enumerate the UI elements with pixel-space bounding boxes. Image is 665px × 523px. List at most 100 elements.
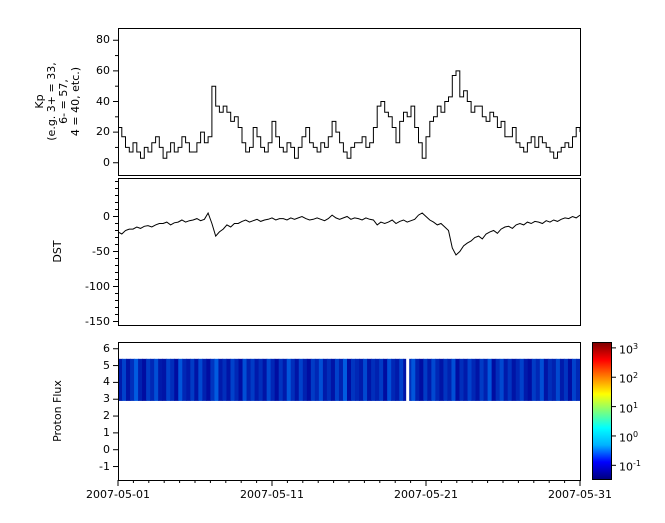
proton-flux-column	[198, 358, 203, 401]
proton-flux-column	[174, 358, 179, 401]
proton-flux-column	[158, 358, 163, 401]
y-tick-label: 0	[103, 209, 110, 223]
panel-border	[118, 178, 581, 326]
x-tick-label: 2007-05-31	[548, 488, 612, 501]
proton-flux-column	[355, 358, 360, 401]
panel-border	[118, 28, 581, 176]
proton-flux-column	[395, 358, 400, 401]
proton-flux-column	[475, 358, 481, 401]
proton-flux-column	[427, 358, 432, 401]
proton-flux-column	[326, 358, 332, 401]
proton-flux-column	[202, 358, 207, 401]
y-tick-label: 2	[103, 409, 110, 423]
y-tick-label: 6	[103, 341, 110, 355]
y-tick-label: 4	[103, 375, 110, 389]
proton-flux-column	[359, 358, 364, 401]
proton-flux-column	[342, 358, 348, 401]
y-tick-label: -100	[85, 279, 110, 293]
colorbar-tick-label: 100	[619, 429, 639, 445]
proton-flux-column	[226, 358, 232, 401]
proton-flux-column	[186, 358, 191, 401]
proton-flux-column	[351, 358, 356, 401]
proton-flux-column	[451, 358, 457, 401]
proton-flux-column	[282, 358, 288, 401]
proton-flux-column	[551, 358, 557, 401]
proton-flux-column	[455, 358, 461, 401]
colorbar	[592, 342, 612, 480]
proton-flux-column	[467, 358, 473, 401]
dst-trace	[117, 211, 581, 256]
y-tick-label: 1	[103, 425, 110, 439]
proton-flux-column	[431, 358, 436, 401]
proton-flux-column	[258, 358, 264, 401]
proton-flux-column	[443, 358, 449, 401]
proton-flux-column	[463, 358, 469, 401]
proton-flux-column	[314, 358, 320, 401]
proton-flux-column	[491, 358, 497, 401]
proton-flux-column	[262, 358, 268, 401]
proton-flux-column	[274, 358, 280, 401]
proton-flux-column	[419, 358, 424, 401]
proton-flux-column	[330, 358, 336, 401]
proton-flux-axis-label: Proton Flux	[51, 380, 64, 442]
proton-flux-column	[334, 358, 340, 401]
proton-flux-column	[322, 358, 328, 401]
proton-flux-column	[499, 358, 505, 401]
proton-flux-column	[302, 358, 308, 401]
proton-flux-column	[391, 358, 396, 401]
proton-flux-column	[138, 358, 143, 401]
proton-flux-column	[346, 358, 352, 401]
proton-flux-column	[555, 358, 561, 401]
proton-flux-column	[387, 358, 392, 401]
proton-flux-column	[371, 358, 376, 401]
proton-flux-column	[310, 358, 316, 401]
proton-flux-column	[399, 358, 404, 401]
proton-flux-column	[471, 358, 477, 401]
y-tick-label: 40	[96, 94, 110, 108]
proton-flux-column	[535, 358, 541, 401]
proton-flux-column	[559, 358, 565, 401]
y-tick-label: -1	[99, 459, 110, 473]
proton-flux-column	[519, 358, 525, 401]
proton-flux-column	[403, 358, 408, 401]
proton-flux-column	[435, 358, 440, 401]
y-tick-label: -150	[85, 314, 110, 328]
proton-flux-column	[194, 358, 199, 401]
y-tick-label: 0	[103, 442, 110, 456]
proton-flux-column	[210, 358, 216, 401]
y-tick-label: 0	[103, 155, 110, 169]
proton-flux-column	[379, 358, 384, 401]
proton-flux-column	[318, 358, 324, 401]
proton-flux-column	[571, 358, 577, 401]
proton-flux-column	[543, 358, 549, 401]
proton-flux-column	[547, 358, 553, 401]
proton-flux-column	[523, 358, 529, 401]
proton-flux-column	[511, 358, 517, 401]
proton-flux-column	[134, 358, 139, 401]
proton-flux-column	[298, 358, 304, 401]
proton-flux-column	[166, 358, 171, 401]
proton-flux-column	[338, 358, 344, 401]
proton-flux-column	[563, 358, 569, 401]
y-tick-label: 60	[96, 63, 110, 77]
proton-flux-column	[230, 358, 236, 401]
x-tick-label: 2007-05-21	[394, 488, 458, 501]
proton-flux-column	[270, 358, 276, 401]
x-tick-label: 2007-05-01	[86, 488, 150, 501]
proton-flux-column	[507, 358, 513, 401]
proton-flux-column	[254, 358, 260, 401]
dst-axis-label: DST	[51, 240, 64, 263]
proton-flux-column	[142, 358, 147, 401]
proton-flux-column	[479, 358, 485, 401]
proton-flux-column	[375, 358, 380, 401]
x-tick-label: 2007-05-11	[240, 488, 304, 501]
proton-flux-column	[423, 358, 428, 401]
proton-flux-column	[162, 358, 167, 401]
proton-flux-column	[411, 358, 416, 401]
proton-flux-column	[531, 358, 537, 401]
proton-flux-column	[242, 358, 248, 401]
proton-flux-column	[363, 358, 368, 401]
proton-flux-column	[294, 358, 300, 401]
proton-flux-column	[146, 358, 151, 401]
